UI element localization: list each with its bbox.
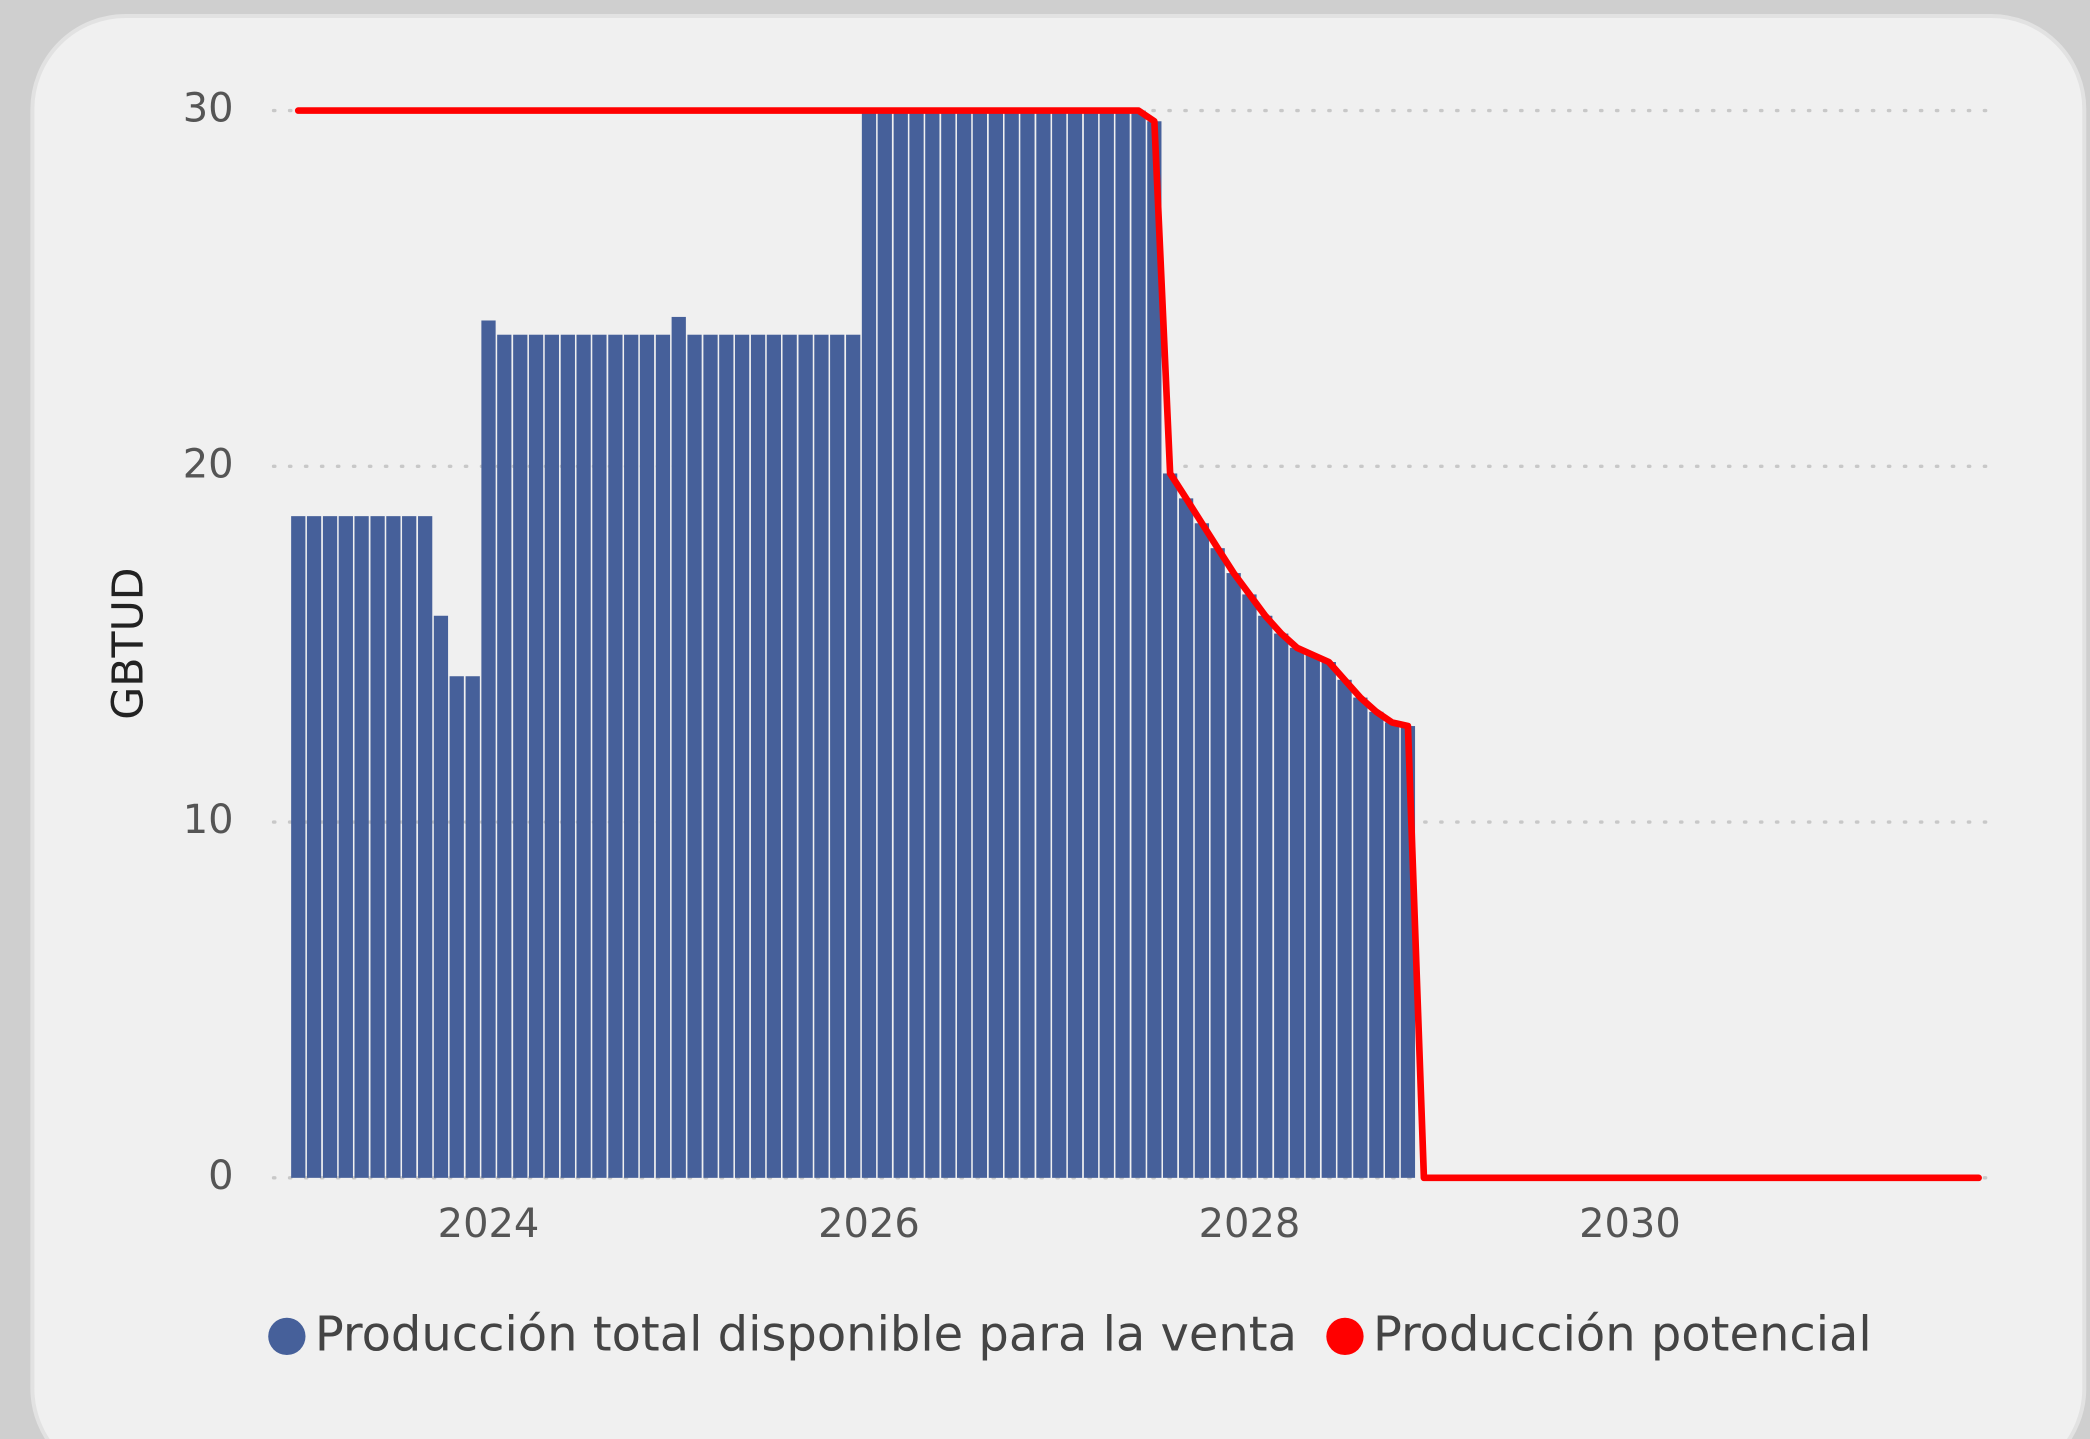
bar — [925, 110, 940, 1178]
bar — [576, 334, 591, 1178]
bar — [1369, 711, 1384, 1178]
bar — [1194, 523, 1210, 1178]
bar — [481, 320, 496, 1178]
bar — [624, 334, 639, 1178]
bar — [465, 676, 480, 1178]
bar — [861, 110, 877, 1178]
bar — [306, 516, 322, 1178]
bar — [1163, 473, 1178, 1178]
bar — [1147, 121, 1162, 1178]
bar — [1385, 722, 1400, 1178]
bar — [893, 110, 908, 1178]
bar — [418, 516, 433, 1178]
bar — [1321, 662, 1336, 1178]
bar — [322, 516, 338, 1178]
bar — [1353, 697, 1368, 1178]
bar — [1210, 548, 1225, 1178]
bar — [1226, 573, 1241, 1178]
bar — [671, 316, 686, 1178]
legend-label: Producción potencial — [1373, 1307, 1872, 1363]
bar — [1258, 615, 1273, 1178]
bar — [386, 516, 401, 1178]
bar — [798, 334, 813, 1178]
bar — [830, 334, 845, 1178]
bar — [1274, 633, 1289, 1178]
bar — [750, 334, 766, 1178]
bar — [877, 110, 892, 1178]
x-tick-label: 2024 — [438, 1201, 540, 1247]
bar — [1067, 110, 1083, 1178]
line — [294, 107, 1982, 1182]
bar — [513, 334, 528, 1178]
bar — [402, 516, 417, 1178]
bar — [766, 334, 781, 1178]
y-tick-label: 10 — [183, 797, 234, 843]
bar — [354, 516, 369, 1178]
legend-marker — [1326, 1317, 1364, 1356]
bar — [655, 334, 671, 1178]
y-tick-label: 20 — [183, 441, 234, 487]
bar — [734, 334, 750, 1178]
bar — [972, 110, 988, 1178]
bar — [703, 334, 718, 1178]
bar — [719, 334, 734, 1178]
bar — [1020, 110, 1035, 1178]
bar — [687, 334, 702, 1178]
bar — [1305, 654, 1320, 1178]
bar — [1115, 110, 1130, 1178]
bar — [1178, 498, 1194, 1178]
y-axis-title: GBTUD — [103, 567, 153, 719]
bar — [1004, 110, 1019, 1178]
bar — [1289, 647, 1305, 1178]
bar — [544, 334, 559, 1178]
bar — [1242, 594, 1257, 1178]
bar — [338, 516, 353, 1178]
bar — [1036, 110, 1051, 1178]
bar — [909, 110, 924, 1178]
y-tick-label: 0 — [208, 1153, 233, 1199]
bar — [1083, 110, 1099, 1178]
bar — [846, 334, 861, 1178]
bar — [1131, 110, 1146, 1178]
x-tick-label: 2026 — [818, 1201, 920, 1247]
bar — [449, 676, 464, 1178]
x-tick-label: 2030 — [1579, 1201, 1681, 1247]
y-tick-label: 30 — [183, 86, 234, 132]
bar — [639, 334, 655, 1178]
bar — [956, 110, 972, 1178]
bar — [497, 334, 512, 1178]
bar — [370, 516, 385, 1178]
bar — [988, 110, 1003, 1178]
bar — [814, 334, 829, 1178]
bar — [433, 615, 449, 1178]
x-tick-label: 2028 — [1199, 1201, 1301, 1247]
bar — [1052, 110, 1067, 1178]
bar — [528, 334, 544, 1178]
bar — [608, 334, 623, 1178]
bar — [1337, 679, 1352, 1178]
bar — [782, 334, 797, 1178]
bar — [1099, 110, 1114, 1178]
legend-label: Producción total disponible para la vent… — [315, 1307, 1297, 1363]
bar — [560, 334, 575, 1178]
bar — [941, 110, 956, 1178]
bar — [291, 516, 306, 1178]
bar — [592, 334, 607, 1178]
legend-marker — [268, 1317, 306, 1356]
